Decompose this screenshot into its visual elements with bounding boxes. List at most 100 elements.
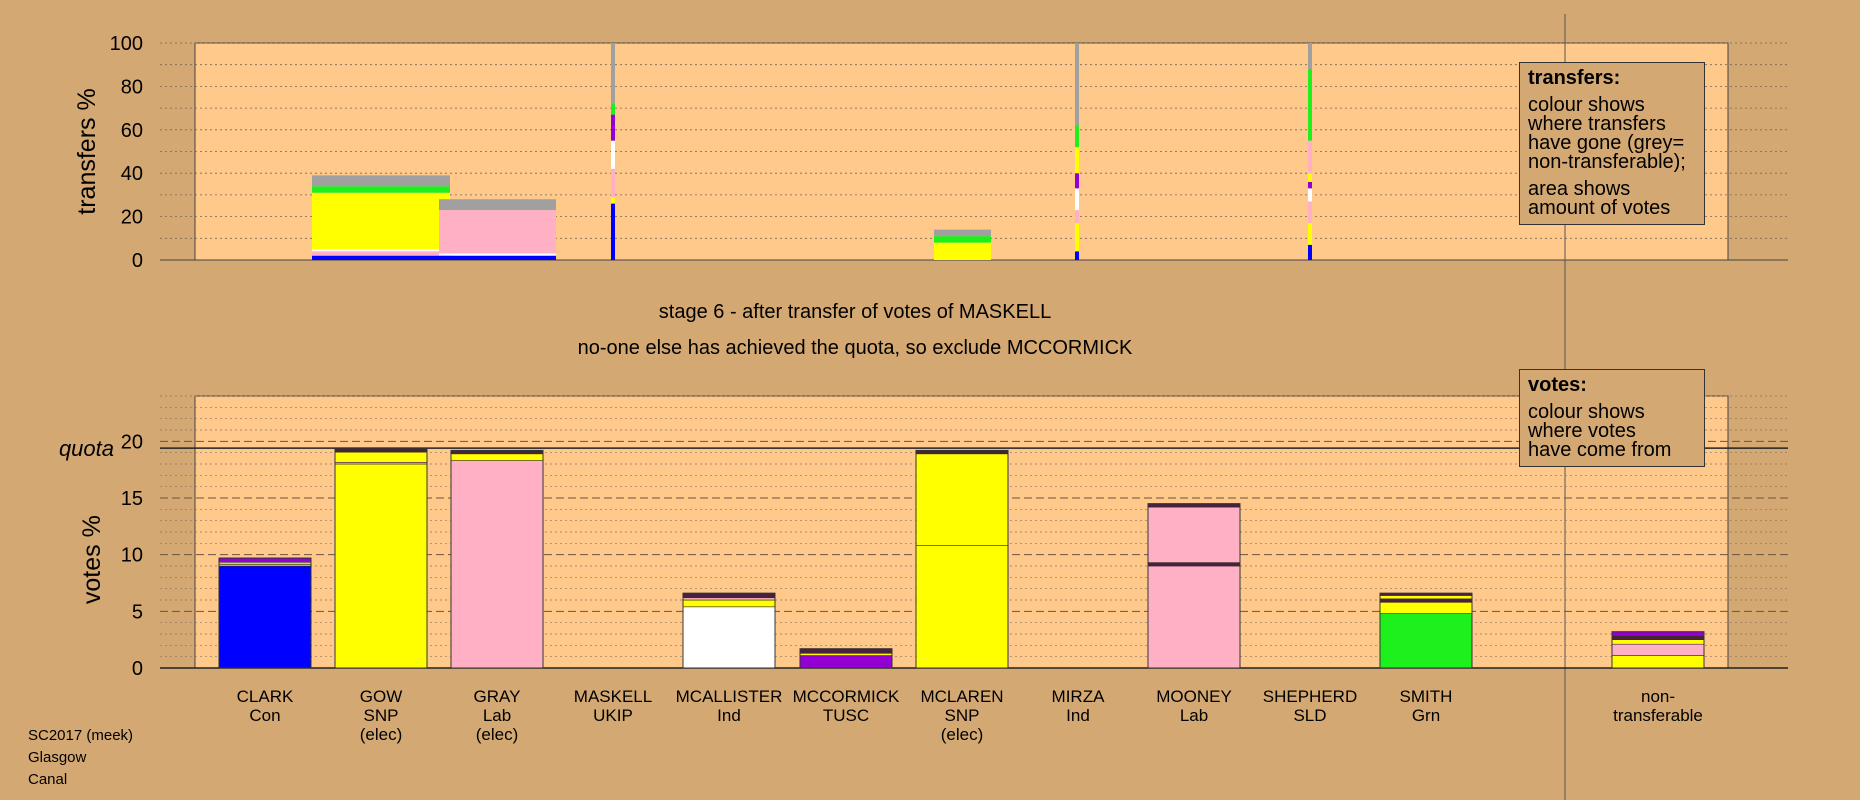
stage-action: no-one else has achieved the quota, so e… — [577, 337, 1133, 359]
vote-segment-non-transferable — [1611, 635, 1705, 640]
vote-segment-gray — [450, 453, 544, 461]
candidate-label: SNP — [364, 706, 399, 725]
transfer-segment-gow — [312, 255, 450, 260]
transfer-segment-shepherd — [1308, 223, 1312, 245]
vote-bar-outline — [915, 449, 1009, 669]
vote-segment-mclaren — [915, 453, 1009, 546]
candidate-label: Con — [249, 706, 280, 725]
candidate-label: MCALLISTER — [676, 687, 783, 706]
transfer-segment-gray — [439, 255, 556, 260]
vote-segment-gray — [450, 450, 544, 455]
votes-legend-title: votes: — [1528, 374, 1587, 396]
vote-bar-outline — [334, 448, 428, 669]
vote-segment-smith — [1379, 595, 1473, 600]
transfer-segment-gow — [312, 192, 450, 250]
votes-tick-label: 0 — [132, 658, 143, 680]
transfer-segment-shepherd — [1308, 201, 1312, 224]
vote-segment-clark — [218, 557, 312, 562]
vote-segment-mccormick — [799, 655, 893, 669]
footer-council: Glasgow — [28, 749, 87, 766]
transfer-segment-mirza — [1075, 210, 1079, 224]
transfer-segment-mirza — [1075, 251, 1079, 260]
votes-legend-line: colour shows — [1528, 401, 1645, 423]
vote-segment-non-transferable — [1611, 655, 1705, 669]
stage-title: stage 6 - after transfer of votes of MAS… — [658, 301, 1052, 323]
candidate-label: SLD — [1293, 706, 1326, 725]
transfer-segment-shepherd — [1308, 43, 1312, 70]
candidate-label: SMITH — [1400, 687, 1453, 706]
vote-segment-gow — [334, 451, 428, 463]
vote-bar-outline — [682, 592, 776, 669]
transfer-segment-mirza — [1075, 188, 1079, 211]
transfer-segment-gow — [312, 186, 450, 193]
transfer-segment-gow — [312, 249, 450, 252]
vote-segment-mcallister — [682, 599, 776, 608]
transfer-segment-shepherd — [1308, 244, 1312, 260]
candidate-label: (elec) — [360, 725, 403, 744]
transfer-segment-mirza — [1075, 125, 1079, 148]
votes-legend: votes: colour shows where votes have com… — [1519, 369, 1705, 467]
vote-bar-outline — [1379, 592, 1473, 669]
transfer-segment-maskell — [611, 203, 615, 260]
transfers-legend-line: colour shows — [1528, 94, 1645, 116]
votes-tick-label: 15 — [121, 488, 143, 510]
transfer-segment-maskell — [611, 168, 615, 198]
vote-segment-gray — [450, 460, 544, 669]
transfers-legend-line: where transfers — [1528, 113, 1666, 135]
candidate-label: non- — [1641, 687, 1675, 706]
candidate-label: MASKELL — [574, 687, 652, 706]
vote-segment-mcallister — [682, 606, 776, 669]
transfer-segment-shepherd — [1308, 69, 1312, 141]
vote-bar-outline — [799, 648, 893, 669]
transfer-segment-maskell — [611, 103, 615, 115]
transfer-segment-gray — [439, 210, 556, 254]
candidate-label: (elec) — [941, 725, 984, 744]
votes-tick-label: 5 — [132, 601, 143, 623]
transfers-tick-label: 0 — [132, 250, 143, 272]
transfers-axis-label: transfers % — [73, 88, 101, 214]
transfers-legend-line: amount of votes — [1528, 197, 1671, 219]
candidate-label: Ind — [1066, 706, 1090, 725]
transfers-tick-label: 80 — [121, 76, 143, 98]
candidate-label: MCLAREN — [920, 687, 1003, 706]
vote-segment-mooney — [1147, 503, 1241, 508]
candidate-label: Lab — [1180, 706, 1208, 725]
candidate-label: CLARK — [237, 687, 294, 706]
vote-segment-mooney — [1147, 565, 1241, 669]
vote-segment-mcallister — [682, 592, 776, 599]
candidate-label: GOW — [360, 687, 403, 706]
vote-bar-outline — [218, 557, 312, 669]
vote-segment-mooney — [1147, 506, 1241, 563]
transfer-segment-mclaren — [934, 229, 991, 237]
vote-bar-outline — [1147, 503, 1241, 669]
vote-segment-smith — [1379, 598, 1473, 603]
quota-label: quota — [59, 436, 114, 461]
transfer-segment-maskell — [611, 114, 615, 141]
candidate-label: TUSC — [823, 706, 869, 725]
votes-axis-label: votes % — [78, 515, 106, 604]
vote-segment-mclaren — [915, 450, 1009, 455]
vote-segment-smith — [1379, 601, 1473, 614]
footer-election: SC2017 (meek) — [28, 727, 134, 744]
votes-tick-label: 10 — [121, 545, 143, 567]
votes-tick-label: 20 — [121, 431, 143, 453]
candidate-label: Ind — [717, 706, 741, 725]
transfers-tick-label: 40 — [121, 163, 143, 185]
transfer-segment-shepherd — [1308, 173, 1312, 182]
transfer-segment-gray — [439, 199, 556, 211]
transfer-segment-shepherd — [1308, 140, 1312, 174]
transfers-legend-line: area shows — [1528, 178, 1631, 200]
transfer-segment-shepherd — [1308, 188, 1312, 202]
candidate-label: SHEPHERD — [1263, 687, 1357, 706]
vote-segment-mclaren — [915, 545, 1009, 669]
candidate-label: Grn — [1412, 706, 1440, 725]
vote-segment-non-transferable — [1611, 639, 1705, 645]
vote-segment-mcallister — [682, 597, 776, 601]
candidate-label: MOONEY — [1156, 687, 1232, 706]
transfers-legend-line: non-transferable); — [1528, 151, 1686, 173]
vote-segment-mooney — [1147, 562, 1241, 567]
votes-legend-line: where votes — [1528, 420, 1636, 442]
votes-legend-line: have come from — [1528, 439, 1672, 461]
vote-bar-outline — [1611, 631, 1705, 669]
